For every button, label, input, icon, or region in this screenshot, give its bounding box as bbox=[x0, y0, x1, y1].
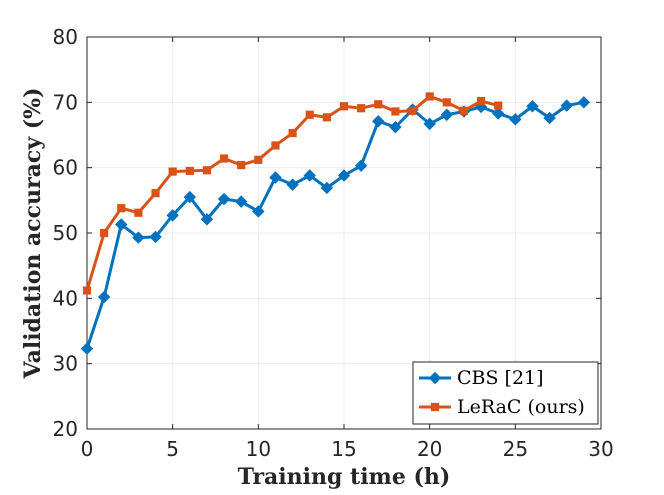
data-point bbox=[303, 169, 316, 182]
y-tick-label: 60 bbox=[53, 156, 78, 180]
data-point bbox=[254, 155, 263, 164]
data-point bbox=[509, 113, 522, 126]
y-tick-label: 40 bbox=[53, 286, 78, 310]
x-tick-label: 20 bbox=[417, 437, 442, 461]
x-tick-label: 10 bbox=[246, 437, 271, 461]
data-point bbox=[286, 178, 299, 191]
data-point bbox=[217, 192, 231, 206]
y-tick-label: 70 bbox=[53, 90, 78, 114]
series-2 bbox=[82, 92, 503, 295]
data-point bbox=[219, 154, 229, 163]
legend: CBS [21] LeRaC (ours) bbox=[412, 361, 599, 425]
x-tick-label: 0 bbox=[81, 437, 94, 461]
data-point bbox=[337, 169, 351, 182]
data-point bbox=[357, 104, 366, 113]
data-point bbox=[374, 100, 383, 109]
data-point bbox=[354, 159, 368, 172]
legend-entry: LeRaC (ours) bbox=[457, 396, 585, 418]
data-point bbox=[391, 107, 400, 116]
x-tick-label: 5 bbox=[166, 437, 179, 461]
data-point bbox=[459, 106, 469, 115]
data-point bbox=[183, 190, 197, 204]
legend-marker bbox=[428, 371, 442, 385]
data-point bbox=[234, 195, 248, 208]
data-point bbox=[269, 171, 282, 184]
data-point bbox=[185, 166, 194, 176]
data-point bbox=[132, 231, 145, 244]
data-point bbox=[166, 209, 179, 222]
data-point bbox=[202, 166, 212, 175]
data-point bbox=[560, 99, 573, 112]
data-point bbox=[494, 101, 503, 110]
data-point bbox=[134, 208, 143, 217]
data-point bbox=[442, 98, 451, 107]
data-point bbox=[200, 213, 214, 226]
series-1 bbox=[80, 96, 591, 355]
data-point bbox=[271, 141, 280, 150]
y-tick-label: 80 bbox=[53, 25, 78, 49]
data-point bbox=[320, 181, 334, 195]
x-axis-label: Training time (h) bbox=[238, 464, 451, 490]
legend-entry: CBS [21] bbox=[457, 367, 544, 389]
legend-box bbox=[412, 361, 599, 425]
x-tick-label: 25 bbox=[503, 437, 528, 461]
data-point bbox=[305, 110, 314, 119]
data-point bbox=[82, 286, 92, 295]
y-tick-label: 50 bbox=[53, 221, 78, 245]
data-point bbox=[372, 115, 385, 128]
data-point bbox=[425, 92, 434, 101]
data-point bbox=[440, 108, 454, 121]
data-point bbox=[423, 117, 436, 131]
data-point bbox=[577, 96, 591, 109]
data-point bbox=[117, 204, 126, 213]
data-point bbox=[252, 205, 265, 218]
data-point bbox=[151, 189, 160, 198]
x-tick-label: 30 bbox=[588, 437, 613, 461]
x-tick-label: 15 bbox=[331, 437, 356, 461]
data-point bbox=[476, 96, 486, 106]
data-point bbox=[322, 113, 331, 122]
data-point bbox=[288, 128, 297, 138]
y-tick-label: 30 bbox=[53, 352, 78, 376]
legend-marker bbox=[430, 402, 440, 412]
series-line bbox=[85, 94, 499, 291]
axis-ticks: 0 5 10 15 20 25 30 20 30 40 50 60 70 80 bbox=[53, 25, 614, 461]
data-point bbox=[491, 107, 505, 120]
series-line bbox=[85, 100, 585, 350]
data-point bbox=[408, 106, 417, 115]
data-point bbox=[237, 160, 246, 170]
data-point bbox=[115, 218, 128, 231]
data-point bbox=[339, 102, 349, 111]
data-point bbox=[526, 100, 539, 113]
data-point bbox=[97, 290, 111, 304]
y-axis-label: Validation accuracy (%) bbox=[20, 88, 46, 380]
series-layer bbox=[80, 92, 591, 355]
data-point bbox=[168, 167, 177, 176]
data-point bbox=[389, 120, 402, 134]
data-point bbox=[80, 342, 94, 355]
data-point bbox=[149, 230, 162, 244]
data-point bbox=[543, 111, 556, 125]
data-point bbox=[100, 228, 109, 238]
y-tick-label: 20 bbox=[53, 417, 78, 441]
